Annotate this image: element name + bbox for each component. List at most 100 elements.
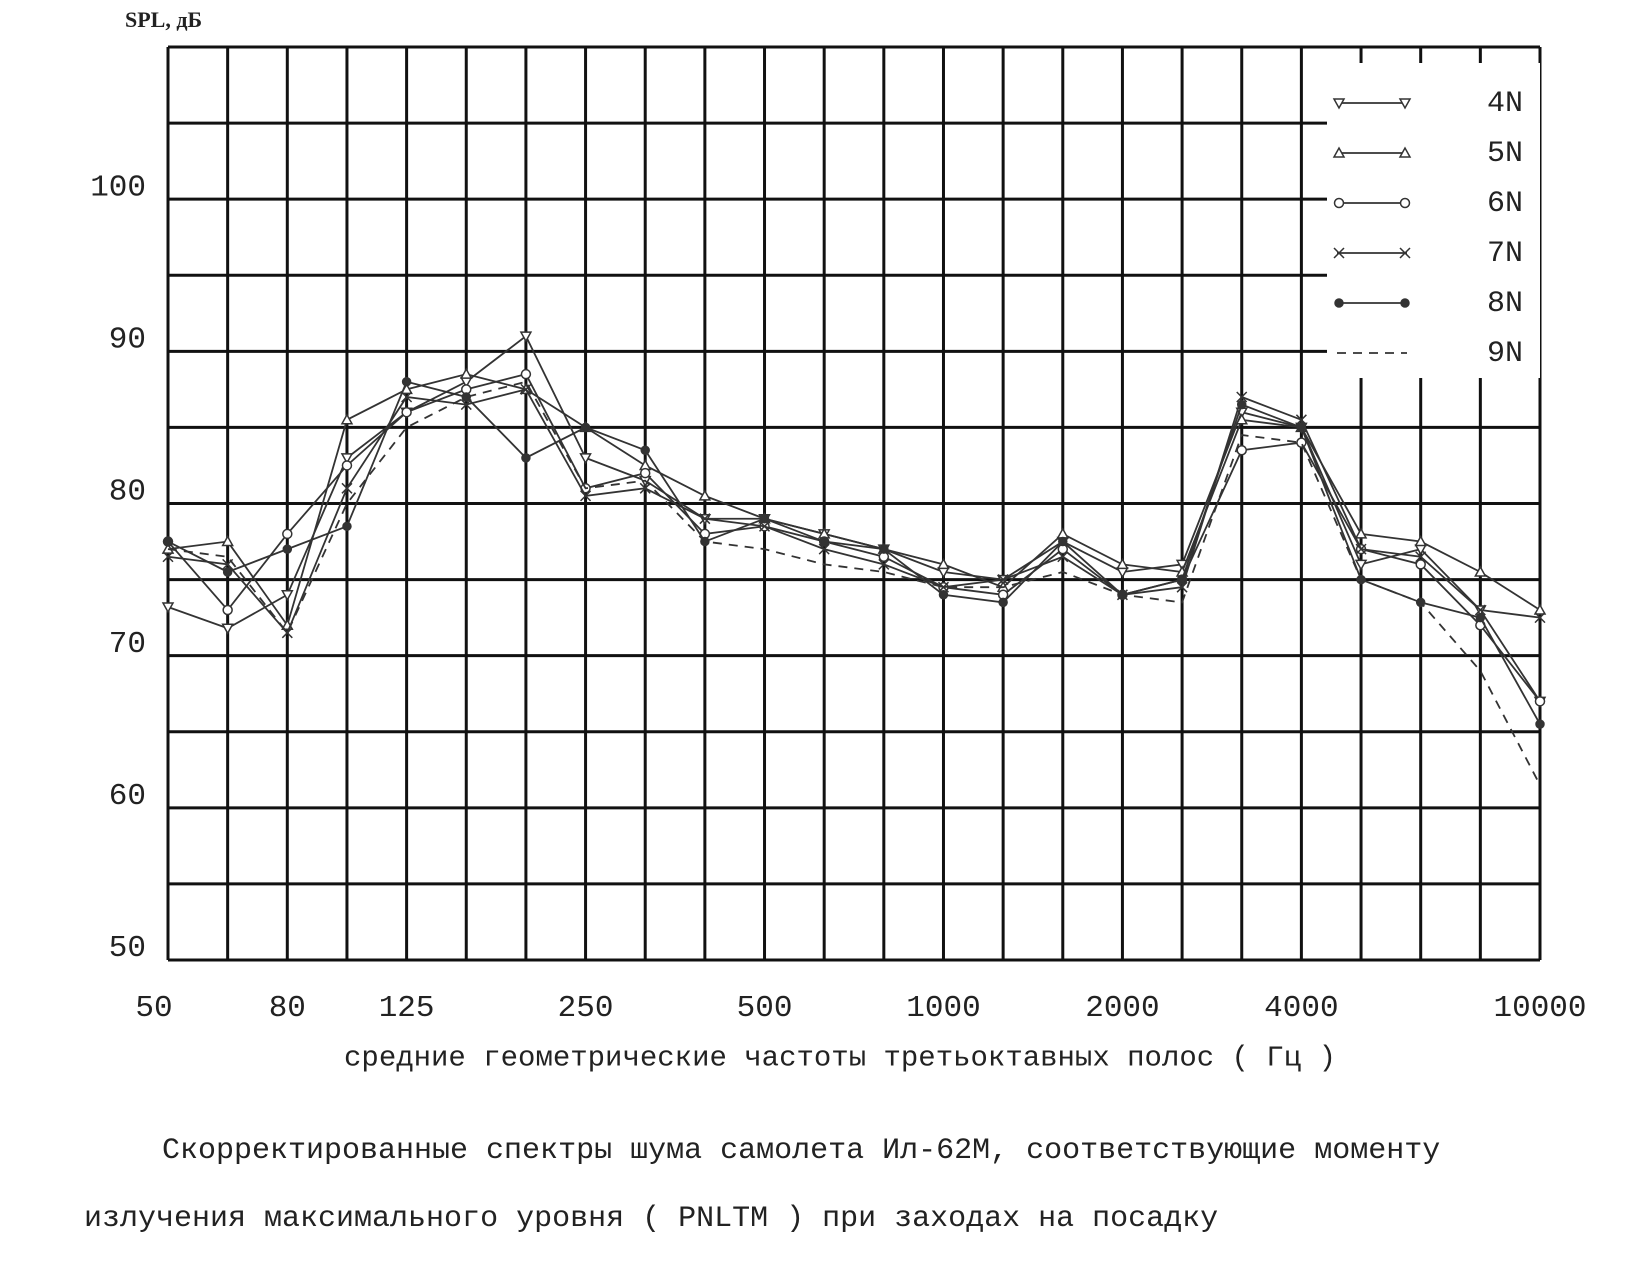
data-point <box>459 367 473 379</box>
data-point <box>281 590 294 602</box>
x-tick-label: 80 <box>269 991 306 1026</box>
x-tick-label: 2000 <box>1085 991 1159 1026</box>
data-point <box>1056 527 1070 539</box>
series-line <box>167 380 1541 725</box>
legend-label: 4N <box>1487 87 1523 121</box>
data-point <box>161 602 175 614</box>
x-tick-label: 50 <box>135 991 172 1026</box>
data-point <box>1474 565 1487 577</box>
data-point <box>520 368 532 380</box>
x-tick-label: 250 <box>558 991 614 1026</box>
legend-label: 8N <box>1487 287 1523 321</box>
legend-marker <box>1399 197 1411 209</box>
y-tick-label: 80 <box>109 475 146 510</box>
data-point <box>1058 536 1068 547</box>
y-tick-label: 60 <box>109 779 146 814</box>
legend-marker <box>1400 298 1410 308</box>
data-point <box>340 453 354 465</box>
data-point <box>1116 567 1129 579</box>
data-point <box>340 413 354 425</box>
series-line <box>167 380 1541 786</box>
data-point <box>1534 696 1546 707</box>
y-tick-label: 70 <box>109 627 146 662</box>
data-point <box>580 490 592 502</box>
data-point <box>341 460 353 471</box>
data-point <box>1414 534 1427 547</box>
legend-label: 7N <box>1487 237 1523 271</box>
data-point <box>699 513 711 525</box>
data-point <box>818 543 830 555</box>
data-point <box>640 445 650 455</box>
data-point <box>1354 527 1368 539</box>
data-point <box>997 574 1009 586</box>
series-line <box>167 388 1541 635</box>
data-point <box>759 513 770 524</box>
legend-marker <box>1398 98 1412 110</box>
legend-label: 9N <box>1487 337 1523 371</box>
x-tick-label: 125 <box>379 991 435 1026</box>
data-point <box>937 581 950 593</box>
x-axis-label: средние геометрические частоты третьокта… <box>344 1042 1336 1075</box>
legend-marker <box>1333 247 1345 259</box>
data-point <box>1535 719 1545 729</box>
data-point <box>401 391 413 403</box>
data-point <box>1235 413 1249 425</box>
data-point <box>519 331 533 343</box>
data-point <box>1475 612 1486 623</box>
data-point <box>1474 604 1486 616</box>
data-point <box>221 623 234 635</box>
data-point <box>998 597 1008 608</box>
data-point <box>819 536 829 547</box>
data-point <box>1236 391 1248 403</box>
data-point <box>579 453 592 465</box>
data-point <box>163 536 173 547</box>
x-tick-label: 10000 <box>1493 991 1586 1026</box>
data-point <box>401 406 412 418</box>
data-point <box>1354 559 1368 571</box>
data-point <box>342 521 352 532</box>
data-point <box>222 604 233 616</box>
data-point <box>1534 612 1546 624</box>
x-tick-label: 4000 <box>1264 991 1338 1026</box>
data-point <box>162 551 174 563</box>
legend-box <box>1327 63 1540 378</box>
legend-marker <box>1333 197 1345 209</box>
data-point <box>1296 422 1307 433</box>
legend-marker <box>1398 146 1412 158</box>
y-axis-label: SPL, дБ <box>125 7 202 32</box>
y-tick-label: 90 <box>109 323 146 358</box>
data-point <box>1533 603 1547 615</box>
data-point <box>1415 559 1426 570</box>
legend-marker <box>1332 146 1346 158</box>
x-tick-label: 1000 <box>906 991 980 1026</box>
data-point <box>1236 399 1247 410</box>
x-tick-label: 500 <box>737 991 793 1026</box>
data-point <box>879 544 889 554</box>
caption-line: излучения максимального уровня ( PNLTM )… <box>84 1202 1218 1236</box>
data-point <box>1415 551 1427 563</box>
data-point <box>1116 557 1129 570</box>
data-point <box>878 558 890 570</box>
data-point <box>758 520 771 532</box>
data-point <box>461 392 472 402</box>
data-point <box>1177 574 1187 585</box>
data-point <box>221 534 234 547</box>
legend-marker <box>1334 298 1344 308</box>
data-point <box>1355 543 1367 555</box>
data-point <box>282 528 293 540</box>
data-point <box>341 482 353 494</box>
legend-marker <box>1399 247 1411 259</box>
data-point <box>222 567 233 577</box>
data-point <box>282 544 293 554</box>
legend-marker <box>1332 98 1346 110</box>
legend-label: 6N <box>1487 187 1523 221</box>
data-point <box>1296 437 1307 448</box>
data-point <box>580 422 591 433</box>
data-point <box>1176 581 1188 593</box>
legend-label: 5N <box>1487 137 1523 171</box>
y-tick-label: 50 <box>109 931 146 966</box>
data-point <box>521 453 531 463</box>
data-point <box>401 377 412 387</box>
data-point <box>1057 551 1069 563</box>
